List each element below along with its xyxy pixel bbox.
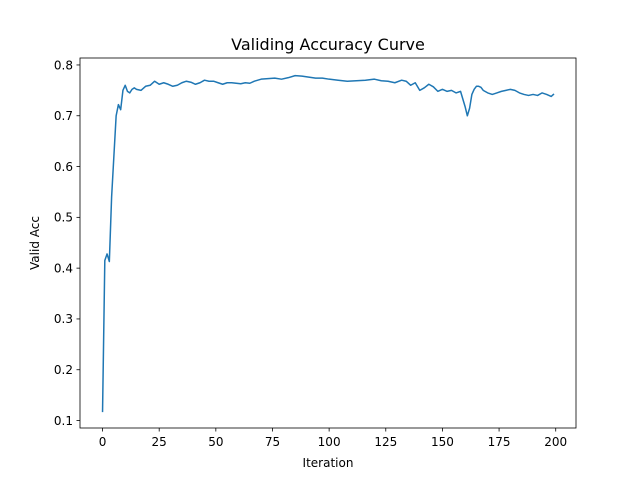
x-tick-label: 100 [318,435,341,449]
y-tick-label: 0.7 [54,109,73,123]
x-tick-label: 0 [99,435,107,449]
x-axis-label: Iteration [303,456,354,470]
y-axis-ticks: 0.1 0.2 0.3 0.4 0.5 0.6 0.7 0.8 [54,58,80,428]
x-tick-label: 200 [544,435,567,449]
y-tick-label: 0.4 [54,261,73,275]
x-axis-ticks: 0 25 50 75 100 125 150 175 200 [99,428,567,449]
y-tick-label: 0.5 [54,211,73,225]
y-tick-label: 0.3 [54,312,73,326]
y-tick-label: 0.1 [54,414,73,428]
y-tick-label: 0.8 [54,58,73,72]
x-tick-label: 50 [208,435,223,449]
x-tick-label: 75 [265,435,280,449]
y-tick-label: 0.2 [54,363,73,377]
x-tick-label: 175 [488,435,511,449]
y-tick-label: 0.6 [54,160,73,174]
chart-title: Validing Accuracy Curve [231,35,425,54]
plot-frame [79,57,577,429]
plot-area [80,58,576,428]
x-tick-label: 125 [374,435,397,449]
x-tick-label: 25 [152,435,167,449]
y-axis-label: Valid Acc [28,216,42,270]
series-line [101,74,555,413]
x-tick-label: 150 [431,435,454,449]
